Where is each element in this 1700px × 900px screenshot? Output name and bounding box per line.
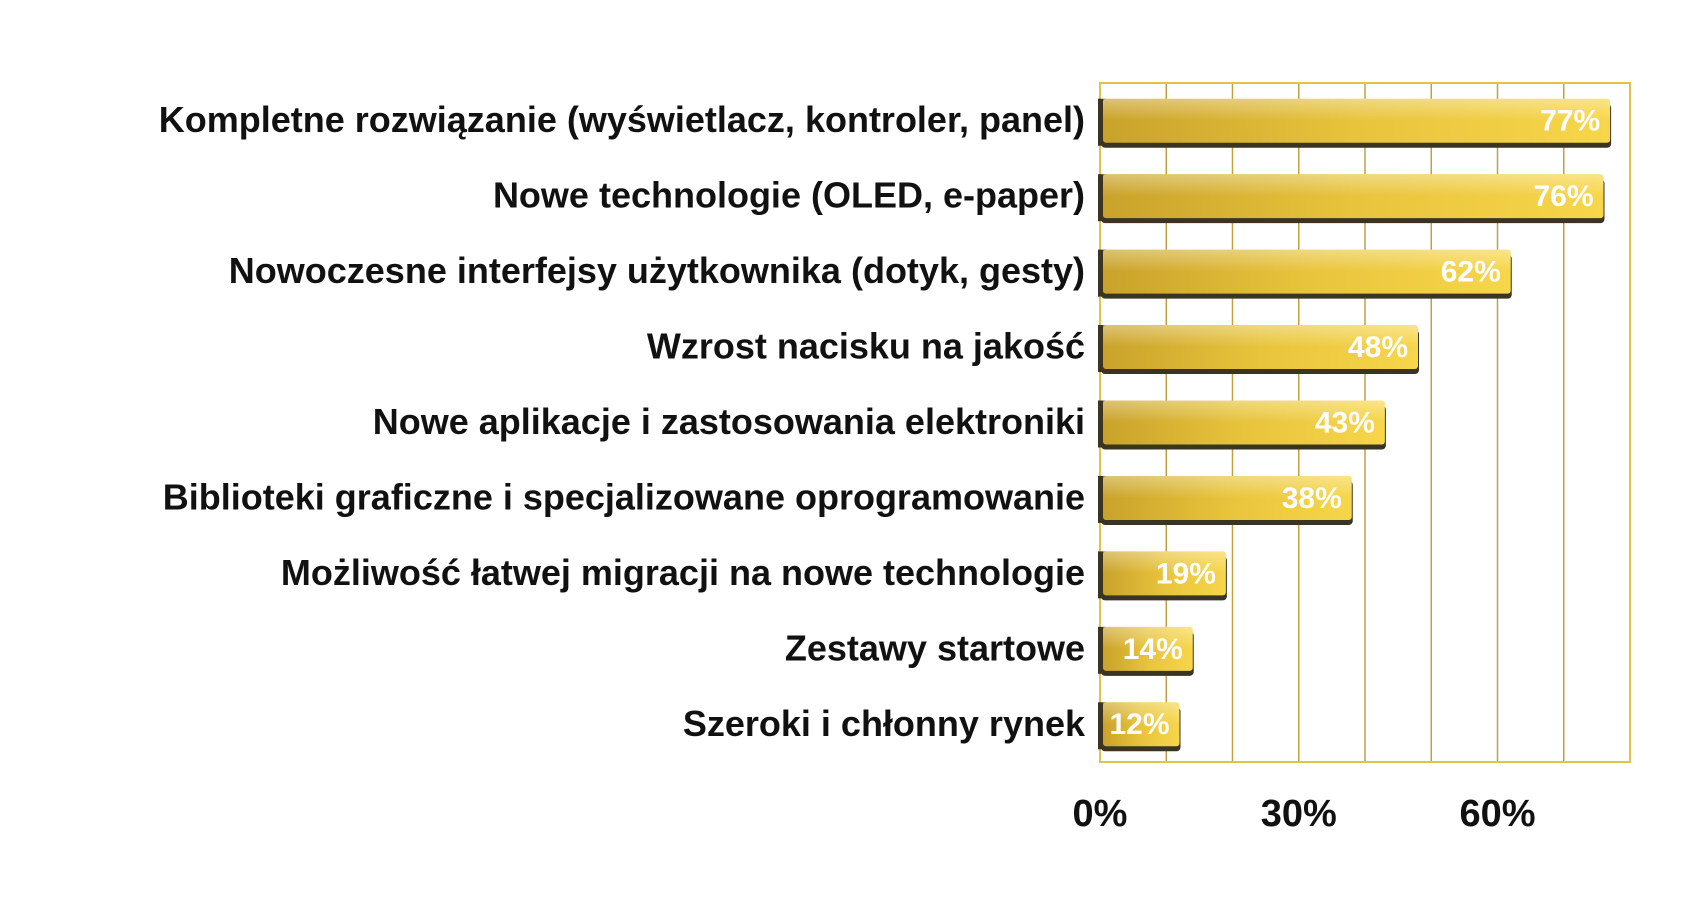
value-label: 19% (1156, 557, 1216, 590)
bar-group-4: 43% (1098, 400, 1386, 450)
x-tick-labels: 0% 30% 60% (1073, 793, 1536, 835)
bar-group-1: 76% (1098, 174, 1605, 224)
category-label: Wzrost nacisku na jakość (647, 326, 1085, 367)
x-tick-label: 0% (1073, 793, 1128, 835)
bar-highlight (1103, 702, 1180, 725)
value-label: 62% (1441, 256, 1501, 289)
bar-edge (1098, 400, 1106, 448)
bar-group-6: 19% (1098, 551, 1227, 601)
value-label: 43% (1315, 406, 1375, 439)
value-label: 77% (1540, 105, 1600, 138)
bar-edge (1098, 174, 1106, 222)
bar-edge (1098, 626, 1106, 674)
bar-edge (1098, 98, 1106, 146)
category-label: Możliwość łatwej migracji na nowe techno… (281, 552, 1085, 593)
bars: 77% 76% 62% 48% 43% 38% 19% 14% 12% (1098, 98, 1612, 752)
bar-group-2: 62% (1098, 249, 1512, 299)
category-labels: Kompletne rozwiązanie (wyświetlacz, kont… (159, 99, 1086, 744)
bar-group-3: 48% (1098, 325, 1419, 375)
value-label: 76% (1533, 180, 1593, 213)
category-label: Biblioteki graficzne i specjalizowane op… (163, 476, 1085, 517)
bar-highlight (1103, 626, 1193, 649)
bar-group-7: 14% (1098, 626, 1194, 676)
category-label: Kompletne rozwiązanie (wyświetlacz, kont… (159, 99, 1085, 140)
bar-group-5: 38% (1098, 475, 1353, 525)
category-label: Nowoczesne interfejsy użytkownika (dotyk… (229, 250, 1085, 291)
bar-highlight (1103, 98, 1611, 121)
value-label: 12% (1109, 708, 1169, 741)
bar-highlight (1103, 174, 1604, 197)
value-label: 14% (1123, 633, 1183, 666)
category-label: Nowe technologie (OLED, e-paper) (493, 175, 1085, 216)
bar-highlight (1103, 325, 1418, 348)
bar-highlight (1103, 249, 1511, 272)
category-label: Zestawy startowe (785, 627, 1085, 668)
bar-highlight (1103, 551, 1226, 574)
x-tick-label: 60% (1459, 793, 1535, 835)
bar-group-0: 77% (1098, 98, 1612, 148)
bar-edge (1098, 475, 1106, 523)
bar-highlight (1103, 400, 1385, 423)
category-label: Szeroki i chłonny rynek (683, 703, 1086, 744)
bar-edge (1098, 551, 1106, 599)
bar-highlight (1103, 475, 1352, 498)
bar-group-8: 12% (1098, 702, 1181, 752)
x-tick-label: 30% (1261, 793, 1337, 835)
value-label: 38% (1282, 482, 1342, 515)
category-label: Nowe aplikacje i zastosowania elektronik… (373, 401, 1085, 442)
bar-edge (1098, 702, 1106, 750)
bar-edge (1098, 249, 1106, 297)
bar-edge (1098, 325, 1106, 373)
value-label: 48% (1348, 331, 1408, 364)
